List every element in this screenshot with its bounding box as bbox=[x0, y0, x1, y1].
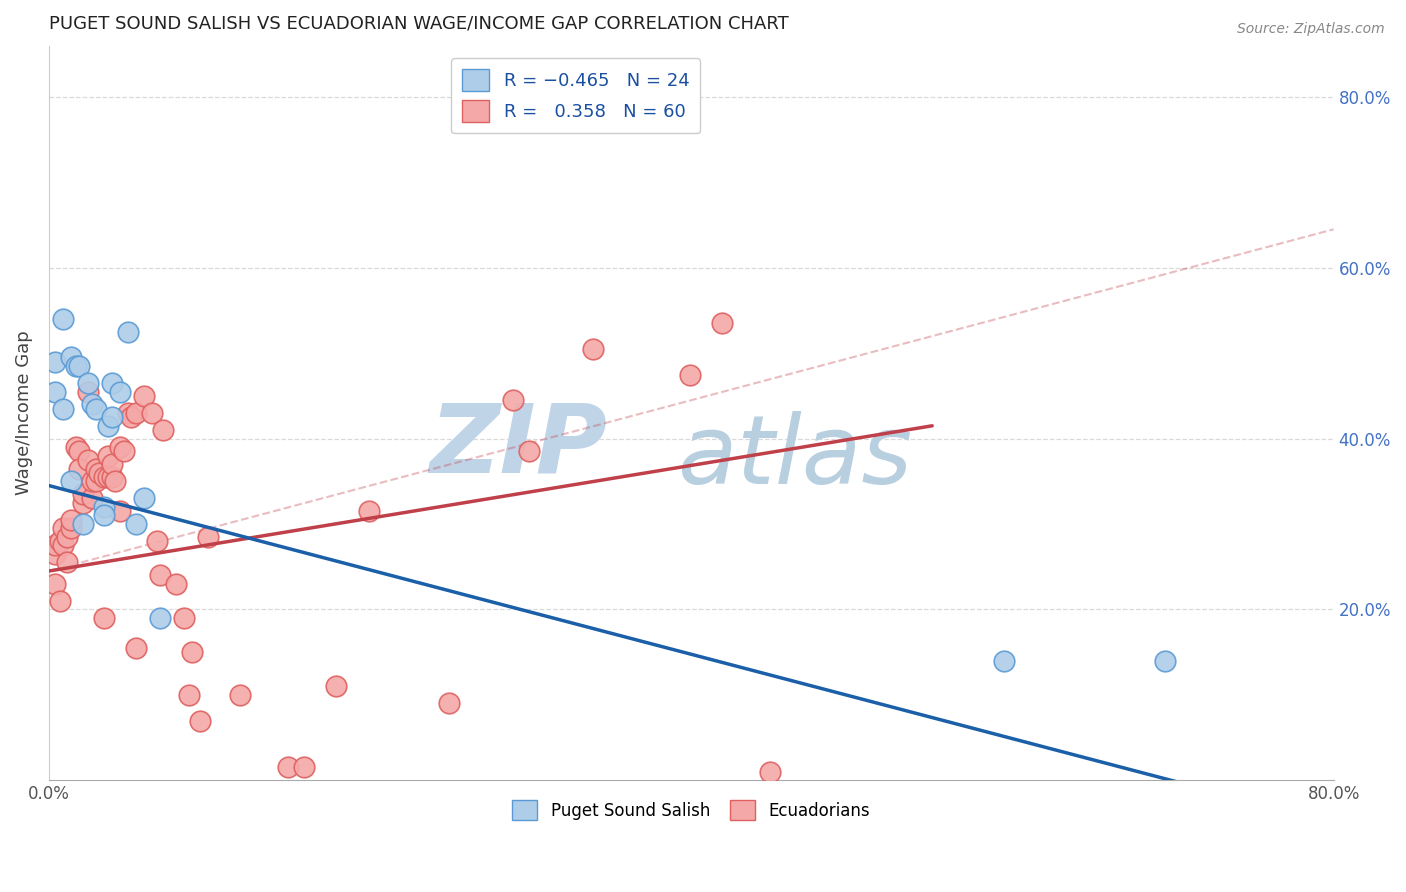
Point bbox=[93, 470, 115, 484]
Point bbox=[97, 418, 120, 433]
Point bbox=[357, 504, 380, 518]
Point bbox=[52, 401, 75, 416]
Point bbox=[180, 645, 202, 659]
Point bbox=[97, 449, 120, 463]
Legend: Puget Sound Salish, Ecuadorians: Puget Sound Salish, Ecuadorians bbox=[506, 793, 877, 827]
Point bbox=[44, 384, 66, 399]
Text: atlas: atlas bbox=[676, 410, 911, 504]
Point bbox=[149, 568, 172, 582]
Point bbox=[49, 594, 72, 608]
Point bbox=[100, 470, 122, 484]
Point bbox=[152, 423, 174, 437]
Point bbox=[44, 547, 66, 561]
Point bbox=[679, 368, 702, 382]
Point bbox=[60, 475, 83, 489]
Point bbox=[108, 384, 131, 399]
Point bbox=[72, 487, 94, 501]
Point bbox=[188, 714, 211, 728]
Point bbox=[173, 611, 195, 625]
Point bbox=[165, 577, 187, 591]
Point bbox=[114, 444, 136, 458]
Point bbox=[197, 530, 219, 544]
Point bbox=[108, 440, 131, 454]
Y-axis label: Wage/Income Gap: Wage/Income Gap bbox=[15, 331, 32, 495]
Point bbox=[582, 342, 605, 356]
Point bbox=[100, 376, 122, 390]
Point bbox=[759, 764, 782, 779]
Point bbox=[141, 406, 163, 420]
Point bbox=[132, 389, 155, 403]
Point bbox=[52, 312, 75, 326]
Point bbox=[117, 406, 139, 420]
Point bbox=[84, 475, 107, 489]
Text: ZIP: ZIP bbox=[430, 400, 607, 492]
Point bbox=[125, 516, 148, 531]
Point bbox=[93, 500, 115, 514]
Point bbox=[993, 654, 1015, 668]
Point bbox=[120, 410, 142, 425]
Point bbox=[76, 453, 98, 467]
Point bbox=[87, 466, 110, 480]
Point bbox=[132, 491, 155, 506]
Point bbox=[84, 461, 107, 475]
Point bbox=[69, 359, 91, 373]
Point bbox=[93, 611, 115, 625]
Point bbox=[82, 475, 104, 489]
Point bbox=[72, 516, 94, 531]
Point bbox=[292, 760, 315, 774]
Point bbox=[177, 688, 200, 702]
Point bbox=[52, 538, 75, 552]
Point bbox=[52, 521, 75, 535]
Point bbox=[60, 351, 83, 365]
Point bbox=[100, 410, 122, 425]
Point bbox=[49, 534, 72, 549]
Point bbox=[82, 397, 104, 411]
Text: PUGET SOUND SALISH VS ECUADORIAN WAGE/INCOME GAP CORRELATION CHART: PUGET SOUND SALISH VS ECUADORIAN WAGE/IN… bbox=[49, 15, 789, 33]
Text: Source: ZipAtlas.com: Source: ZipAtlas.com bbox=[1237, 22, 1385, 37]
Point bbox=[65, 440, 87, 454]
Point bbox=[125, 406, 148, 420]
Point bbox=[82, 491, 104, 506]
Point bbox=[44, 577, 66, 591]
Point bbox=[117, 325, 139, 339]
Point bbox=[76, 384, 98, 399]
Point bbox=[229, 688, 252, 702]
Point bbox=[149, 611, 172, 625]
Point bbox=[44, 538, 66, 552]
Point bbox=[325, 679, 347, 693]
Point bbox=[517, 444, 540, 458]
Point bbox=[100, 457, 122, 471]
Point bbox=[44, 355, 66, 369]
Point bbox=[93, 508, 115, 523]
Point bbox=[108, 504, 131, 518]
Point bbox=[104, 475, 127, 489]
Point bbox=[710, 316, 733, 330]
Point bbox=[125, 640, 148, 655]
Point bbox=[55, 530, 77, 544]
Point bbox=[60, 513, 83, 527]
Point bbox=[145, 534, 167, 549]
Point bbox=[55, 556, 77, 570]
Point bbox=[72, 496, 94, 510]
Point bbox=[84, 401, 107, 416]
Point bbox=[69, 461, 91, 475]
Point bbox=[1154, 654, 1177, 668]
Point bbox=[437, 697, 460, 711]
Point bbox=[97, 470, 120, 484]
Point bbox=[277, 760, 299, 774]
Point bbox=[60, 521, 83, 535]
Point bbox=[65, 359, 87, 373]
Point bbox=[76, 376, 98, 390]
Point bbox=[502, 393, 524, 408]
Point bbox=[69, 444, 91, 458]
